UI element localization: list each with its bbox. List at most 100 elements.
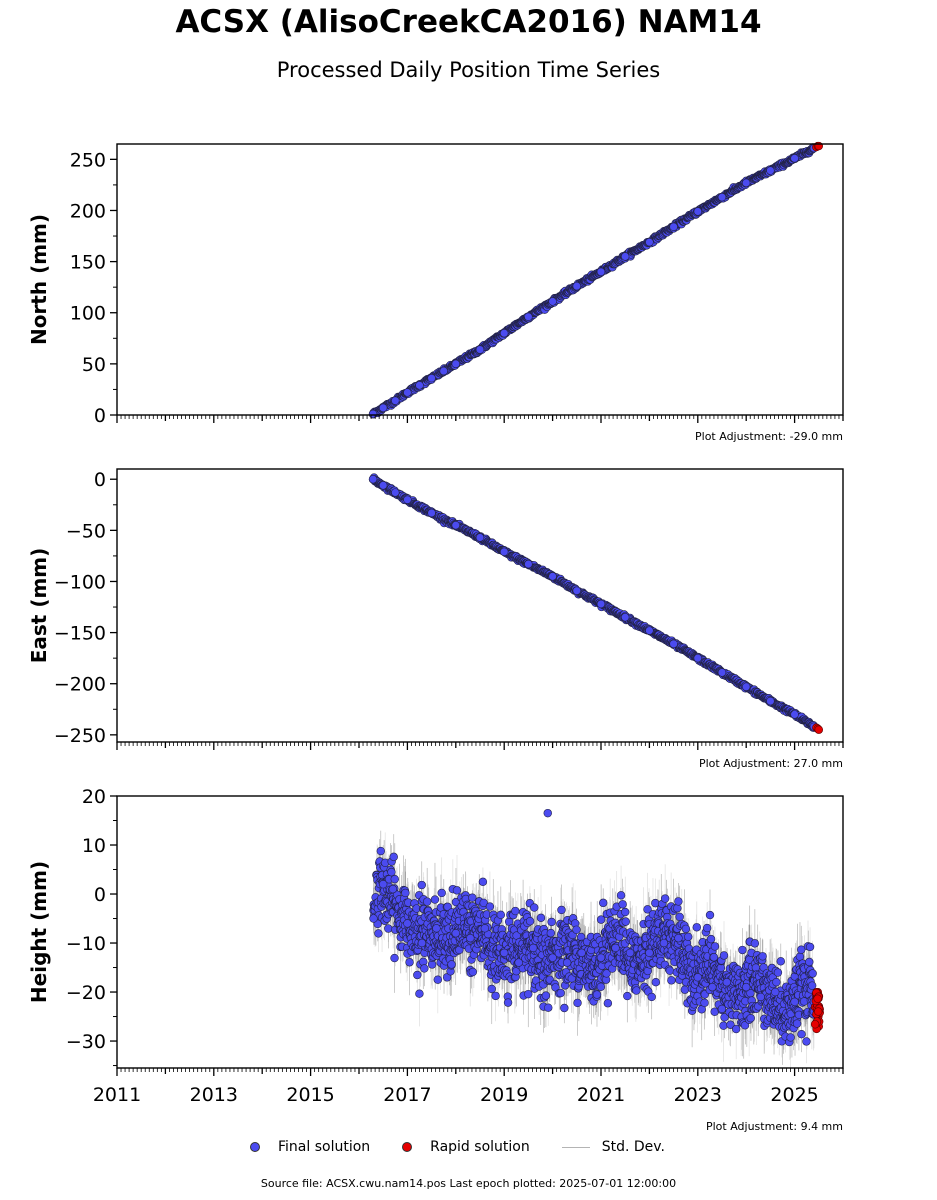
final-point [390,874,399,884]
final-point [475,345,485,354]
final-point [560,1003,569,1013]
final-point [681,924,691,934]
final-point [536,913,546,923]
final-point [596,599,606,609]
final-point [665,966,675,975]
final-point [684,932,693,942]
final-point [599,898,608,908]
final-point [451,521,460,530]
final-point [451,359,460,369]
final-point [524,312,533,322]
panel-0-data [368,141,823,419]
final-point [717,192,727,202]
final-point [413,970,422,980]
final-point [573,998,582,1008]
final-point [368,475,378,484]
final-point [525,917,535,926]
final-point [430,895,440,904]
final-point [544,1003,553,1012]
final-point [500,328,509,338]
final-point [422,897,432,906]
final-point [548,572,557,581]
final-point [645,626,654,635]
final-point [680,985,690,994]
final-point [541,991,551,1000]
final-point [403,388,412,397]
final-point [660,894,670,903]
final-point [439,366,448,376]
final-point [405,958,414,967]
final-point [374,929,383,938]
final-point [667,976,676,985]
final-point [379,481,388,490]
final-point [433,975,443,984]
panel-2-data [369,808,824,1047]
final-point [403,495,412,504]
final-point [740,1021,750,1030]
final-point [415,381,424,390]
final-point [710,942,720,951]
final-point [376,846,385,856]
final-point [719,1021,728,1030]
final-point [726,1020,735,1029]
final-point [389,852,398,862]
final-point [478,877,488,886]
final-point [675,912,684,922]
final-point [647,992,656,1002]
final-point [669,639,678,649]
final-point [491,991,500,1001]
final-point [717,668,727,677]
final-point [401,888,410,898]
final-point [618,900,627,909]
final-point [719,951,729,960]
final-point [620,613,630,622]
final-point [674,897,683,906]
final-point [741,178,751,188]
final-point [692,923,701,932]
final-point [437,888,446,898]
final-point [621,907,630,917]
final-point [415,989,424,998]
final-point [524,559,533,569]
final-point [620,252,630,261]
final-point [379,403,388,413]
final-point [702,923,712,933]
final-point [391,396,400,405]
final-point [766,166,775,175]
page-subtitle: Processed Daily Position Time Series [276,58,661,82]
final-point [479,898,488,908]
final-point [693,207,702,216]
final-point [475,533,485,542]
final-point [596,982,606,992]
final-point [387,867,396,877]
final-point [616,891,626,900]
final-point [731,1024,741,1034]
final-point [623,991,632,1001]
final-point [390,953,399,963]
final-point [705,910,715,920]
final-point [592,990,602,999]
final-point [632,986,641,995]
final-point [572,925,581,934]
final-point [556,988,565,998]
final-point [546,928,556,938]
final-point [700,998,709,1008]
final-point [738,945,747,955]
final-point [452,886,462,895]
final-point [643,905,652,914]
final-point [500,547,509,557]
final-point [669,222,678,232]
final-point [530,903,539,912]
final-point [468,893,477,902]
page-title: ACSX (AlisoCreekCA2016) NAM14 [175,4,762,40]
final-point [487,984,496,994]
final-point [651,978,661,987]
final-point [417,880,426,890]
final-point [368,409,378,419]
final-point [572,281,581,291]
final-point [420,964,429,973]
final-point [447,960,456,969]
panel-1-data [368,473,823,734]
data-layer [368,141,824,1047]
